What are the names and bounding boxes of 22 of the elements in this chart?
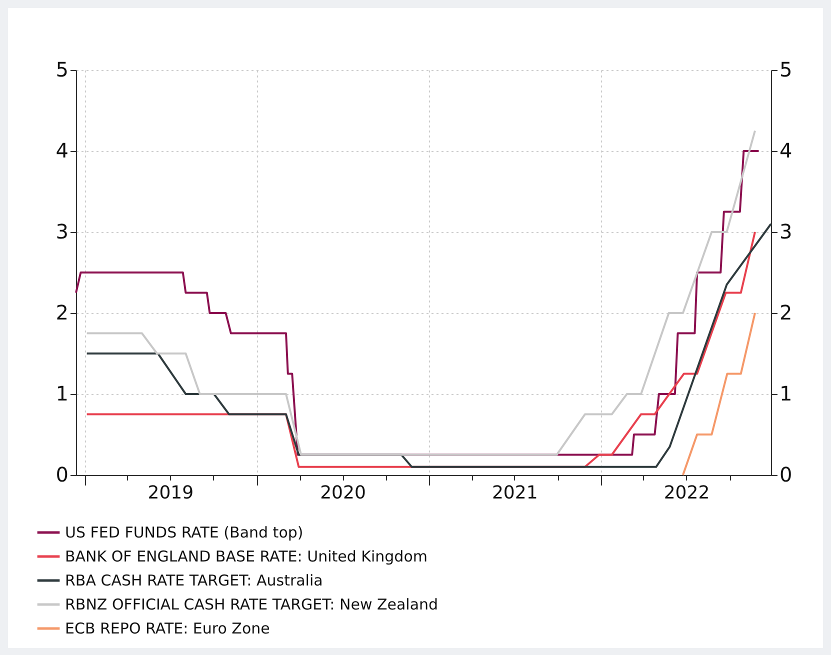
legend-label: RBA CASH RATE TARGET: Australia: [65, 572, 323, 590]
y2-tick-label: 3: [780, 220, 792, 244]
y-tick-label: 4: [56, 138, 68, 162]
y2-tick-label: 2: [780, 300, 792, 324]
legend-label: RBNZ OFFICIAL CASH RATE TARGET: New Zealand: [65, 596, 438, 614]
legend-label: BANK OF ENGLAND BASE RATE: United Kingdom: [65, 548, 428, 566]
y-tick-label: 2: [56, 300, 68, 324]
y2-tick-label: 5: [780, 58, 792, 82]
y-tick-label: 0: [56, 462, 68, 486]
x-tick-label: 2020: [320, 482, 366, 504]
y2-tick-label: 4: [780, 138, 792, 162]
y2-tick-label: 0: [780, 462, 792, 486]
y-tick-label: 1: [56, 382, 68, 406]
x-tick-label: 2019: [148, 482, 194, 504]
legend-label: ECB REPO RATE: Euro Zone: [65, 620, 270, 638]
y2-tick-label: 1: [780, 382, 792, 406]
x-tick-label: 2021: [492, 482, 538, 504]
line-series: [682, 312, 756, 476]
y-tick-label: 3: [56, 220, 68, 244]
x-tick-label: 2022: [664, 482, 710, 504]
y-tick-label: 5: [56, 58, 68, 82]
legend-label: US FED FUNDS RATE (Band top): [65, 524, 304, 542]
